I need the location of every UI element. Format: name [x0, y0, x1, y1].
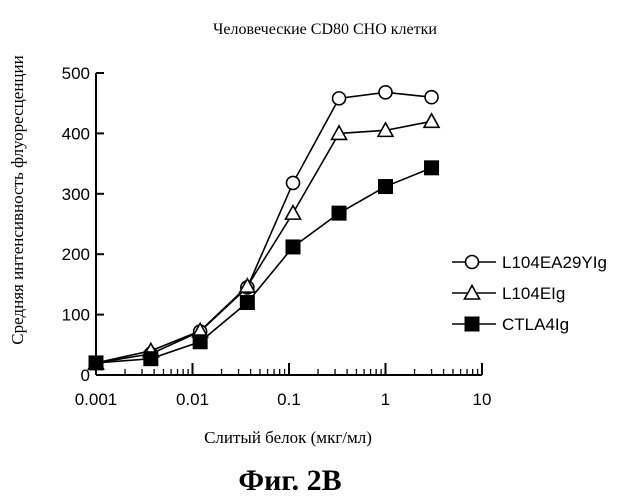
series-line: [95, 91, 432, 364]
series-line: [95, 120, 432, 364]
plot-area: [87, 85, 441, 371]
legend-item: L104EIg: [452, 283, 565, 303]
series-markers-L104EIg: [87, 112, 441, 370]
y-tick-label: 300: [62, 185, 90, 204]
data-point: [424, 89, 439, 105]
data-point: [331, 205, 347, 221]
x-axis-label: Слитый белок (мкг/мл): [204, 428, 372, 447]
data-point: [285, 175, 301, 191]
data-point: [378, 85, 393, 100]
chart-title: Человеческие CD80 CHO клетки: [213, 21, 437, 38]
x-tick-label: 1: [381, 390, 390, 409]
data-point: [88, 355, 104, 371]
legend-item: L104EA29YIg: [452, 253, 607, 272]
y-tick-label: 500: [62, 64, 90, 83]
data-point: [192, 334, 208, 350]
legend-label: CTLA4Ig: [502, 315, 569, 334]
x-axis-ticks: 0.001 0.01 0.1 1 10: [75, 363, 492, 409]
y-tick-label: 400: [62, 124, 90, 143]
x-tick-label: 0.001: [75, 390, 118, 409]
legend-marker: [464, 316, 480, 332]
series-line: [95, 167, 432, 364]
data-point: [238, 277, 257, 294]
data-point: [285, 239, 301, 255]
legend: L104EA29YIg L104EIg CTLA4Ig: [452, 253, 607, 334]
series-markers-CTLA4Ig: [88, 160, 440, 371]
figure-label: Фиг. 2B: [238, 464, 341, 497]
x-tick-label: 10: [473, 390, 492, 409]
data-point: [330, 124, 348, 141]
data-point: [284, 203, 302, 220]
series-L104EA29YIg: [95, 91, 432, 364]
series-CTLA4Ig: [95, 167, 432, 364]
data-point: [239, 295, 255, 311]
legend-label: L104EA29YIg: [502, 253, 607, 272]
legend-marker: [464, 254, 480, 270]
y-tick-label: 0: [81, 366, 90, 385]
x-tick-label: 0.1: [277, 390, 301, 409]
series-L104EIg: [95, 120, 432, 364]
data-point: [378, 179, 393, 195]
data-point: [376, 121, 395, 138]
legend-label: L104EIg: [502, 284, 565, 303]
legend-item: CTLA4Ig: [452, 315, 569, 334]
data-point: [424, 160, 440, 176]
y-tick-label: 100: [62, 306, 90, 325]
legend-marker: [463, 283, 481, 300]
y-axis-ticks: 0 100 200 300 400 500: [62, 64, 104, 385]
y-tick-label: 200: [62, 245, 90, 264]
axes: [95, 73, 482, 376]
x-tick-label: 0.01: [176, 390, 209, 409]
data-point: [422, 112, 441, 129]
y-axis-label: Средняя интенсивность флуоресценции: [8, 55, 27, 344]
data-point: [331, 91, 347, 106]
data-point: [143, 351, 159, 367]
